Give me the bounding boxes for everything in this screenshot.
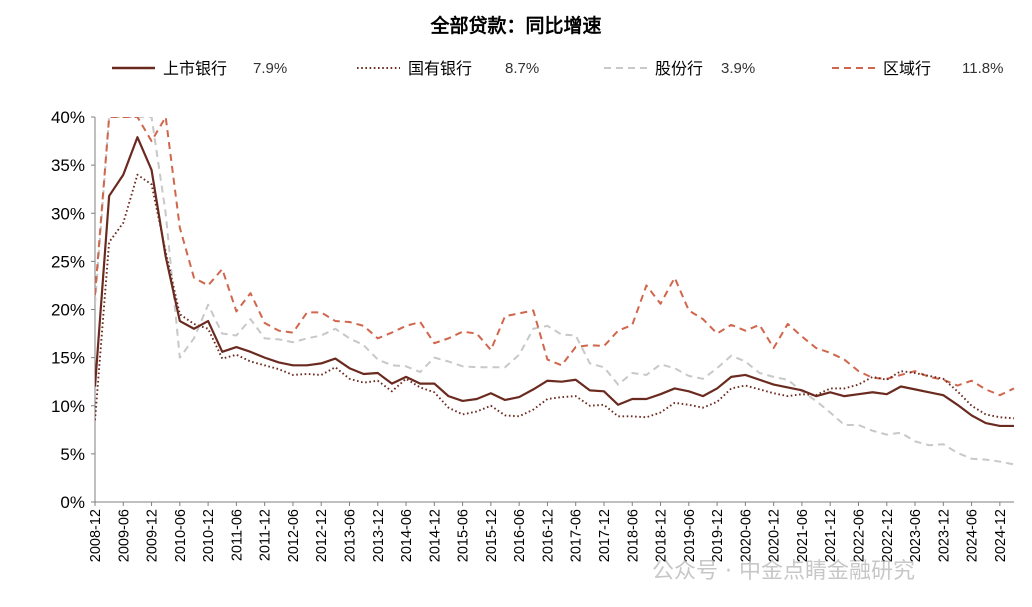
x-tick-label: 2019-12 — [710, 509, 726, 562]
x-tick-label: 2015-06 — [456, 509, 472, 562]
x-tick-label: 2010-06 — [173, 509, 189, 562]
x-tick-label: 2018-06 — [625, 509, 641, 562]
y-tick-label: 20% — [51, 301, 85, 320]
x-tick-label: 2010-12 — [201, 509, 217, 562]
x-tick-label: 2016-12 — [540, 509, 556, 562]
x-axis: 2008-12 2009-06 2009-12 2010-06 2010-12 2011-… — [88, 501, 1014, 562]
legend-value-2: 3.9% — [721, 60, 755, 77]
x-tick-label: 2023-12 — [936, 509, 952, 562]
x-tick-label: 2016-06 — [512, 509, 528, 562]
x-tick-label: 2012-06 — [286, 509, 302, 562]
legend: 上市银行 7.9% 国有银行 8.7% 股份行 3.9% 区域行 11.8% — [112, 59, 1003, 78]
legend-label-1: 国有银行 — [408, 59, 472, 78]
y-tick-label: 0% — [60, 493, 85, 512]
series-line-1 — [95, 173, 1015, 421]
series-line-2 — [95, 117, 1015, 466]
x-tick-label: 2020-12 — [767, 509, 783, 562]
x-tick-label: 2022-06 — [851, 509, 867, 562]
y-tick-label: 10% — [51, 397, 85, 416]
legend-label-2: 股份行 — [655, 59, 703, 78]
legend-value-3: 11.8% — [962, 60, 1003, 77]
y-tick-label: 40% — [51, 108, 85, 127]
x-tick-label: 2024-12 — [993, 509, 1009, 562]
x-tick-label: 2014-06 — [399, 509, 415, 562]
y-tick-label: 30% — [51, 204, 85, 223]
series-line-3 — [95, 117, 1015, 397]
x-tick-label: 2008-12 — [88, 509, 104, 562]
x-tick-label: 2013-06 — [342, 509, 358, 562]
x-tick-label: 2024-06 — [965, 509, 981, 562]
x-tick-label: 2011-12 — [258, 509, 274, 561]
x-tick-label: 2020-06 — [738, 509, 754, 562]
legend-label-0: 上市银行 — [163, 59, 227, 78]
series-group — [95, 117, 1015, 466]
legend-value-1: 8.7% — [505, 60, 539, 77]
x-tick-label: 2023-06 — [908, 509, 924, 562]
series-line-0 — [95, 136, 1014, 428]
chart-title: 全部贷款：同比增速 — [429, 14, 601, 37]
y-tick-label: 5% — [60, 445, 85, 464]
x-tick-label: 2014-12 — [427, 509, 443, 562]
legend-label-3: 区域行 — [883, 59, 931, 78]
x-tick-label: 2017-06 — [569, 509, 585, 562]
x-tick-label: 2012-12 — [314, 509, 330, 562]
x-tick-label: 2009-06 — [116, 509, 132, 562]
x-tick-label: 2009-12 — [145, 509, 161, 562]
y-tick-label: 25% — [51, 252, 85, 271]
y-tick-label: 15% — [51, 349, 85, 368]
x-tick-label: 2021-06 — [795, 509, 811, 562]
x-tick-label: 2021-12 — [823, 509, 839, 562]
x-tick-label: 2022-12 — [880, 509, 896, 562]
x-tick-label: 2017-12 — [597, 509, 613, 562]
x-tick-label: 2011-06 — [229, 509, 245, 561]
x-tick-label: 2015-12 — [484, 509, 500, 562]
watermark: 公众号 · 中金点睛金融研究 — [652, 559, 915, 584]
y-axis: 0% 5% 10% 15% 20% 25% 30% 35% 40% — [51, 108, 96, 512]
x-tick-label: 2018-12 — [654, 509, 670, 562]
x-tick-label: 2019-06 — [682, 509, 698, 562]
y-tick-label: 35% — [51, 156, 85, 175]
legend-value-0: 7.9% — [253, 60, 287, 77]
x-tick-label: 2013-12 — [371, 509, 387, 562]
